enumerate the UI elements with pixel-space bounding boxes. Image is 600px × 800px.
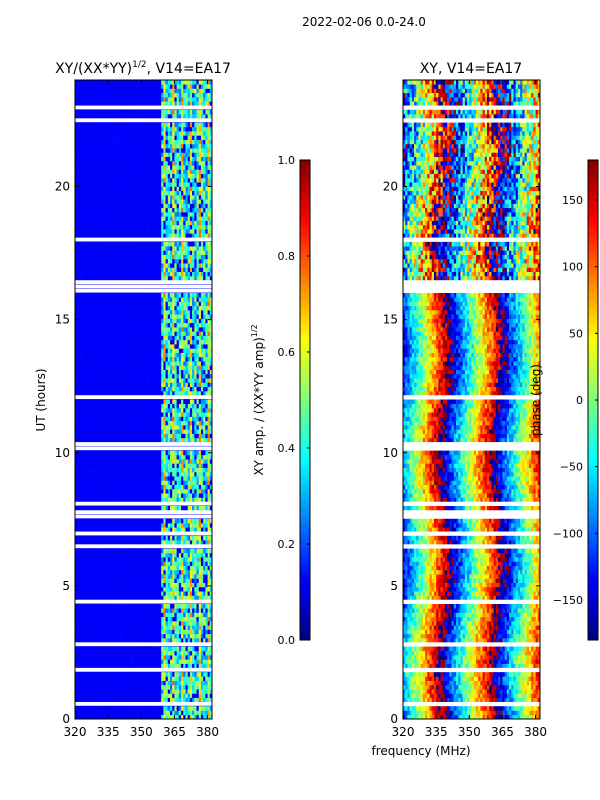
amplitude-colorbar-label: XY amp. / (XX*YY amp)1/2: [250, 324, 266, 475]
colorbar-tick-label: −100: [553, 527, 583, 540]
amplitude-colorbar: 0.0 0.2 0.4 0.6 0.8 1.0 XY amp. / (XX*YY amp)…: [250, 154, 310, 647]
y-tick-label: 15: [383, 313, 398, 327]
phase-panel-title: XY, V14=EA17: [420, 61, 522, 77]
y-tick-label: 0: [390, 712, 398, 726]
y-tick-label: 10: [55, 446, 70, 460]
y-tick-label: 5: [62, 579, 70, 593]
colorbar-tick-label: −150: [553, 594, 583, 607]
colorbar-tick-label: 0.2: [278, 538, 296, 551]
x-tick-label: 335: [97, 725, 120, 739]
x-tick-label: 350: [130, 725, 153, 739]
x-tick-label: 380: [524, 725, 547, 739]
x-tick-label: 335: [425, 725, 448, 739]
phase-colorbar-label: phase (deg): [529, 364, 543, 436]
colorbar-tick-label: 100: [562, 261, 583, 274]
amplitude-y-label: UT (hours): [34, 368, 48, 431]
shared-x-label: frequency (MHz): [371, 744, 470, 758]
y-tick-label: 20: [383, 180, 398, 194]
x-tick-label: 350: [458, 725, 481, 739]
y-tick-label: 0: [62, 712, 70, 726]
amplitude-heatmap: [75, 80, 212, 719]
x-tick-label: 365: [491, 725, 514, 739]
x-tick-label: 380: [196, 725, 219, 739]
x-tick-label: 320: [64, 725, 87, 739]
colorbar-tick-label: 0.8: [278, 250, 296, 263]
phase-panel: XY, V14=EA17 320 335 350 365 380 0 5 10 15 20: [383, 61, 547, 739]
colorbar-tick-label: −50: [560, 461, 583, 474]
y-tick-label: 5: [390, 579, 398, 593]
y-tick-label: 15: [55, 313, 70, 327]
colorbar-tick-label: 1.0: [278, 154, 296, 167]
x-tick-label: 365: [163, 725, 186, 739]
amplitude-panel: XY/(XX*YY)1/2, V14=EA17 320 335 350 365 380 …: [34, 60, 231, 739]
colorbar-tick-label: 0: [576, 394, 583, 407]
figure-title: 2022-02-06 0.0-24.0: [302, 15, 426, 29]
amplitude-colorbar-gradient: [300, 160, 310, 640]
phase-heatmap: [403, 80, 540, 719]
colorbar-tick-label: 0.0: [278, 634, 296, 647]
figure: 2022-02-06 0.0-24.0 XY/(XX*YY)1/2, V14=E…: [0, 0, 600, 800]
y-tick-label: 10: [383, 446, 398, 460]
colorbar-tick-label: 150: [562, 194, 583, 207]
amplitude-panel-title: XY/(XX*YY)1/2, V14=EA17: [55, 60, 231, 77]
colorbar-tick-label: 50: [569, 327, 583, 340]
x-tick-label: 320: [392, 725, 415, 739]
y-tick-label: 20: [55, 180, 70, 194]
colorbar-tick-label: 0.4: [278, 442, 296, 455]
colorbar-tick-label: 0.6: [278, 346, 296, 359]
